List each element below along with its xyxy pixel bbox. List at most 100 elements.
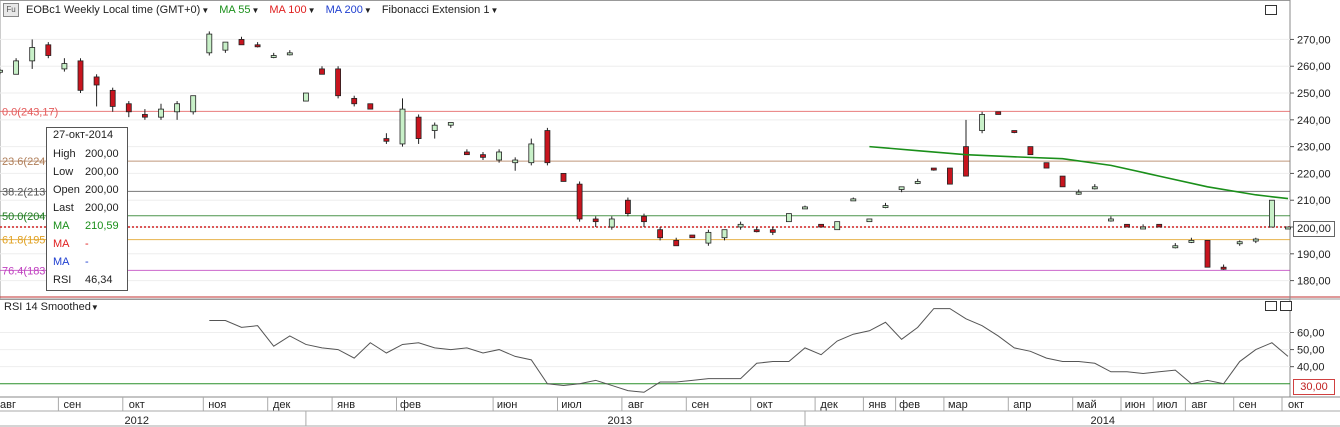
candle-body: [1011, 130, 1018, 133]
chevron-down-icon[interactable]: ▼: [307, 6, 316, 15]
y-tick-label: 270,00: [1297, 34, 1331, 46]
candle-body: [109, 89, 116, 107]
candle-body: [786, 213, 792, 223]
price-panel-border: [0, 0, 1291, 300]
maximize-icon[interactable]: [1265, 301, 1277, 311]
candle-body: [77, 60, 84, 91]
candle-body: [673, 240, 680, 247]
candle-body: [351, 97, 358, 105]
rsi-tick-label: 40,00: [1297, 362, 1325, 374]
candle-body: [705, 231, 712, 244]
candle-body: [399, 108, 406, 145]
candle-body: [721, 229, 728, 239]
candle-body: [61, 63, 68, 70]
candle-body: [1172, 245, 1179, 249]
indicator-fibonacci[interactable]: Fibonacci Extension 1▼: [381, 4, 499, 16]
tooltip-row-ma200: MA -: [53, 256, 89, 268]
candle-body: [1124, 223, 1130, 228]
y-tick-label: 180,00: [1297, 276, 1331, 288]
month-label: окт: [757, 399, 773, 411]
tooltip-row-open: Open 200,00: [53, 184, 119, 196]
candle-body: [367, 103, 374, 110]
tooltip-row-ma55: MA 210,59: [53, 220, 119, 232]
month-label: сен: [64, 399, 82, 411]
rsi-panel-title[interactable]: RSI 14 Smoothed▼: [4, 301, 99, 313]
candle-body: [45, 44, 52, 56]
chevron-down-icon[interactable]: ▼: [251, 6, 260, 15]
indicator-ma100[interactable]: MA 100▼: [269, 4, 316, 16]
fibonacci-level-label: 23.6(224: [2, 156, 45, 168]
candle-body: [383, 138, 390, 142]
y-tick-label: 250,00: [1297, 88, 1331, 100]
candle-body: [13, 60, 20, 75]
candle-body: [753, 229, 760, 233]
y-tick-label: 240,00: [1297, 115, 1331, 127]
candle-body: [270, 55, 277, 58]
candle-body: [802, 206, 808, 210]
chevron-down-icon[interactable]: ▼: [363, 6, 372, 15]
fibonacci-level-label: 0.0(243,17): [2, 106, 58, 118]
tooltip-row-rsi: RSI 46,34: [53, 274, 113, 286]
candle-body: [995, 111, 1002, 115]
month-label: апр: [1013, 399, 1031, 411]
fibonacci-level-label: 76.4(183: [2, 265, 45, 277]
month-label: окт: [1288, 399, 1304, 411]
candle-body: [769, 229, 776, 233]
year-label: 2012: [125, 415, 149, 427]
tooltip-row-low: Low 200,00: [53, 166, 119, 178]
candle-body: [930, 167, 937, 171]
fibonacci-level-label: 61.8(195: [2, 235, 45, 247]
candle-body: [29, 47, 36, 62]
indicator-ma55[interactable]: MA 55▼: [219, 4, 260, 16]
chart-header: EOBc1 Weekly Local time (GMT+0)▼ MA 55▼ …: [26, 3, 498, 17]
month-label: май: [1077, 399, 1097, 411]
candle-body: [576, 183, 583, 220]
candle-body: [641, 215, 647, 223]
rsi-tick-label: 60,00: [1297, 328, 1325, 340]
candle-body: [560, 173, 567, 182]
month-label: июл: [1157, 399, 1178, 411]
last-price-box: 200,00: [1293, 221, 1335, 237]
maximize-icon[interactable]: [1265, 5, 1277, 15]
year-label: 2013: [608, 415, 632, 427]
candle-body: [914, 181, 921, 184]
month-label: янв: [868, 399, 886, 411]
close-icon[interactable]: [1280, 301, 1292, 311]
candle-body: [689, 234, 696, 239]
y-tick-label: 220,00: [1297, 168, 1331, 180]
candle-body: [1188, 240, 1195, 243]
month-label: дек: [273, 399, 291, 411]
month-label: янв: [337, 399, 355, 411]
candle-body: [1059, 175, 1066, 188]
symbol-badge[interactable]: Fu: [3, 3, 19, 17]
month-label: авг: [0, 399, 16, 411]
month-label: мар: [948, 399, 968, 411]
month-label: июл: [561, 399, 582, 411]
candle-body: [1156, 223, 1163, 228]
indicator-ma200[interactable]: MA 200▼: [325, 4, 372, 16]
chevron-down-icon[interactable]: ▼: [201, 6, 210, 15]
chevron-down-icon[interactable]: ▼: [490, 6, 499, 15]
candle-body: [463, 151, 470, 156]
candle-body: [625, 199, 631, 215]
month-label: авг: [628, 399, 644, 411]
tooltip-row-ma100: MA -: [53, 238, 89, 250]
fibonacci-level-label: 50.0(204: [2, 211, 45, 223]
candle-body: [592, 218, 599, 223]
candle-body: [608, 218, 615, 228]
candle-body: [496, 151, 503, 161]
chevron-down-icon[interactable]: ▼: [90, 303, 99, 312]
symbol-title[interactable]: EOBc1 Weekly Local time (GMT+0)▼: [26, 4, 210, 16]
candle-body: [222, 41, 229, 51]
candle-body: [898, 186, 905, 190]
candle-body: [1269, 199, 1275, 228]
candle-body: [1220, 266, 1227, 270]
candle-body: [1252, 238, 1259, 242]
candle-body: [947, 167, 953, 185]
candle-body: [963, 146, 969, 177]
candle-body: [158, 108, 164, 118]
candle-body: [302, 92, 309, 102]
candle-body: [238, 39, 245, 46]
year-label: 2014: [1091, 415, 1115, 427]
